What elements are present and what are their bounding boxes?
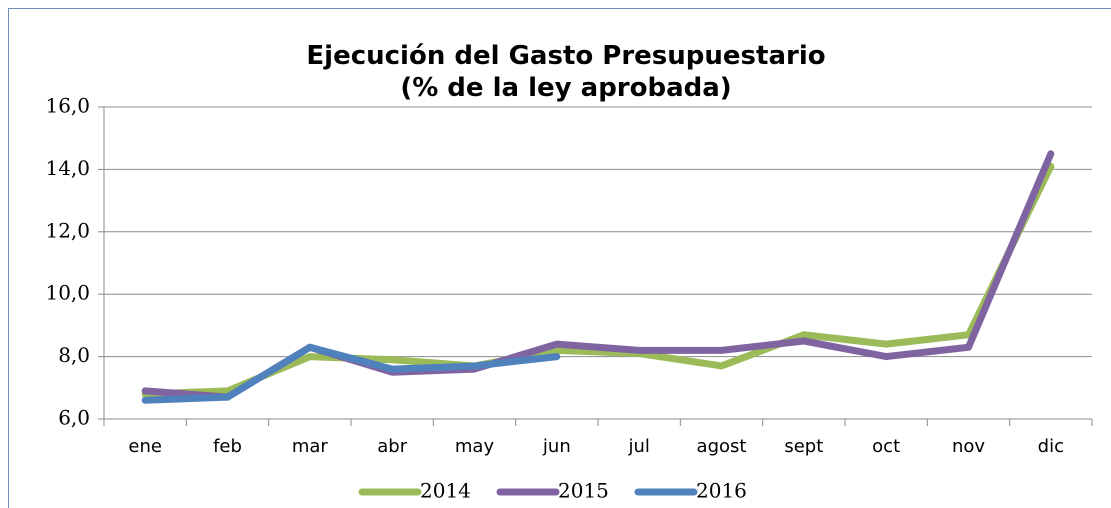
y-tick-label: 10,0 [45,281,90,305]
chart-title: Ejecución del Gasto Presupuestario [306,41,825,71]
x-tick-label: may [455,436,495,457]
y-tick-label: 16,0 [45,94,90,118]
y-tick-label: 14,0 [45,156,90,180]
series-line [141,343,561,404]
y-tick-label: 8,0 [58,343,90,367]
x-tick-label: nov [952,436,985,457]
x-tick-label: abr [377,436,407,457]
x-tick-label: oct [872,436,900,457]
x-tick-label: mar [292,436,329,457]
y-tick-label: 6,0 [58,406,90,430]
x-tick-label: sept [784,436,823,457]
chart-subtitle: (% de la ley aprobada) [400,73,731,103]
y-tick-label: 12,0 [45,218,90,242]
x-tick-label: jul [627,436,649,457]
x-tick-label: ene [128,436,162,457]
x-tick-label: dic [1038,436,1064,457]
x-tick-label: feb [213,436,242,457]
legend-label: 2015 [558,479,609,503]
series-line [141,162,1055,398]
x-tick-label: jun [542,436,571,457]
legend-label: 2014 [420,479,471,503]
legend-label: 2016 [696,479,747,503]
x-tick-label: agost [697,436,747,457]
